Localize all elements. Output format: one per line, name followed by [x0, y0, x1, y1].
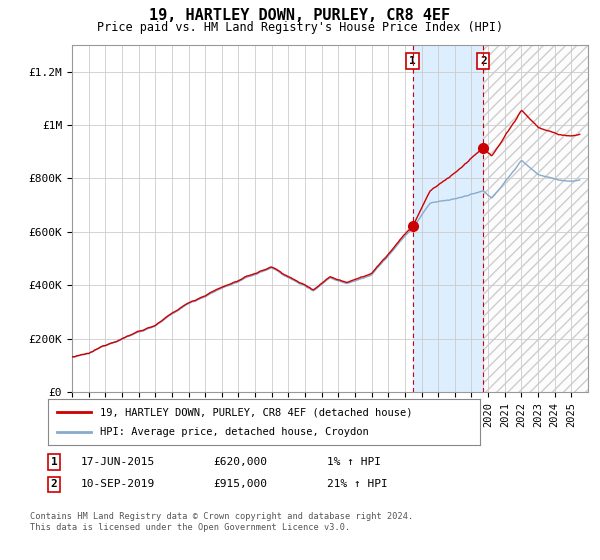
Text: 19, HARTLEY DOWN, PURLEY, CR8 4EF: 19, HARTLEY DOWN, PURLEY, CR8 4EF [149, 8, 451, 24]
Bar [483, 45, 588, 392]
Text: Contains HM Land Registry data © Crown copyright and database right 2024.
This d: Contains HM Land Registry data © Crown c… [30, 512, 413, 531]
Text: 1: 1 [50, 457, 58, 467]
HPI: Average price, detached house, Croydon: (2.01e+03, 3.86e+05): Average price, detached house, Croydon: … [313, 286, 320, 292]
Bar [483, 45, 588, 392]
19, HARTLEY DOWN, PURLEY, CR8 4EF (detached house) [518, 107, 525, 114]
HPI: Average price, detached house, Croydon: (2.02e+03, 7.9e+05): Average price, detached house, Croydon: … [565, 178, 572, 184]
Text: 17-JUN-2015: 17-JUN-2015 [81, 457, 155, 467]
Text: 2: 2 [480, 56, 487, 66]
19, HARTLEY DOWN, PURLEY, CR8 4EF (detached house) [485, 150, 492, 156]
Line: 19, HARTLEY DOWN, PURLEY, CR8 4EF (detached house): 19, HARTLEY DOWN, PURLEY, CR8 4EF (detac… [72, 110, 580, 357]
HPI: Average price, detached house, Croydon: (2.01e+03, 4.07e+05): Average price, detached house, Croydon: … [343, 280, 350, 287]
19, HARTLEY DOWN, PURLEY, CR8 4EF (detached house) [310, 287, 317, 293]
HPI: Average price, detached house, Croydon: (2.01e+03, 4.5e+05): Average price, detached house, Croydon: … [371, 268, 378, 275]
Text: Price paid vs. HM Land Registry's House Price Index (HPI): Price paid vs. HM Land Registry's House … [97, 21, 503, 34]
Text: 1: 1 [409, 56, 416, 66]
Text: 2: 2 [50, 479, 58, 489]
HPI: Average price, detached house, Croydon: (2e+03, 1.3e+05): Average price, detached house, Croydon: … [68, 354, 76, 361]
19, HARTLEY DOWN, PURLEY, CR8 4EF (detached house) [576, 131, 583, 138]
Text: £620,000: £620,000 [213, 457, 267, 467]
HPI: Average price, detached house, Croydon: (2.01e+03, 3.79e+05): Average price, detached house, Croydon: … [310, 287, 317, 294]
Bar [413, 45, 483, 392]
19, HARTLEY DOWN, PURLEY, CR8 4EF (detached house) [343, 279, 350, 286]
Text: 10-SEP-2019: 10-SEP-2019 [81, 479, 155, 489]
Text: 1% ↑ HPI: 1% ↑ HPI [327, 457, 381, 467]
19, HARTLEY DOWN, PURLEY, CR8 4EF (detached house) [68, 353, 76, 360]
HPI: Average price, detached house, Croydon: (2.02e+03, 8.67e+05): Average price, detached house, Croydon: … [518, 157, 525, 164]
Text: £915,000: £915,000 [213, 479, 267, 489]
HPI: Average price, detached house, Croydon: (2.02e+03, 7.36e+05): Average price, detached house, Croydon: … [485, 192, 492, 199]
Line: HPI: Average price, detached house, Croydon: HPI: Average price, detached house, Croy… [72, 161, 580, 357]
19, HARTLEY DOWN, PURLEY, CR8 4EF (detached house) [371, 267, 378, 274]
Text: 19, HARTLEY DOWN, PURLEY, CR8 4EF (detached house): 19, HARTLEY DOWN, PURLEY, CR8 4EF (detac… [100, 407, 412, 417]
19, HARTLEY DOWN, PURLEY, CR8 4EF (detached house) [565, 132, 572, 139]
19, HARTLEY DOWN, PURLEY, CR8 4EF (detached house) [313, 284, 320, 291]
HPI: Average price, detached house, Croydon: (2.03e+03, 7.94e+05): Average price, detached house, Croydon: … [576, 176, 583, 183]
Text: HPI: Average price, detached house, Croydon: HPI: Average price, detached house, Croy… [100, 427, 368, 437]
Text: 21% ↑ HPI: 21% ↑ HPI [327, 479, 388, 489]
